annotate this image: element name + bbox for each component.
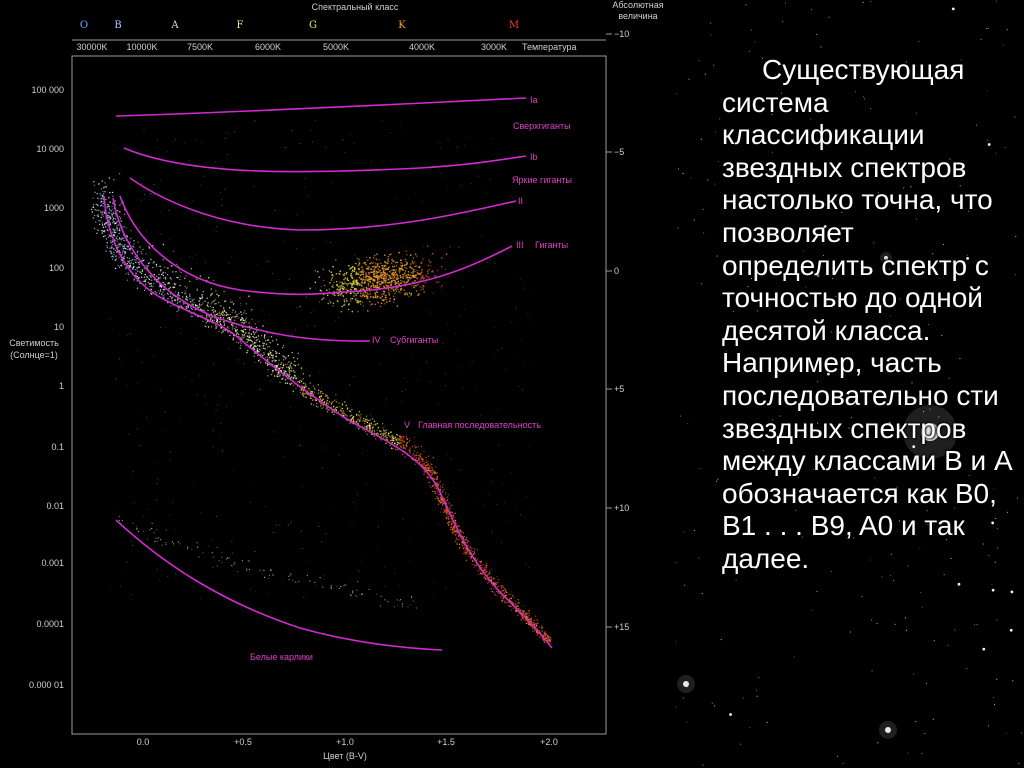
curve-white-dwarfs	[115, 519, 443, 651]
spectral-class-b: B	[114, 20, 121, 31]
abs-mag-tick: −10	[614, 29, 629, 39]
label-subgiants: Субгиганты	[390, 335, 438, 345]
luminosity-label-line2: (Солнце=1)	[10, 350, 58, 360]
diagram-background	[0, 0, 674, 768]
slide-text-block: Существующая система классификации звезд…	[722, 54, 1012, 576]
luminosity-tick: 100 000	[31, 85, 64, 95]
luminosity-tick: 0.1	[51, 442, 64, 452]
plot-frame	[71, 55, 607, 735]
curve-v-main-sequence	[103, 195, 553, 649]
color-tick: +1.5	[437, 737, 455, 747]
temperature-tick: 4000K	[409, 42, 435, 52]
luminosity-tick: 0.000 01	[29, 680, 64, 690]
slide-text: Существующая система классификации звезд…	[722, 54, 1012, 574]
spectral-class-k: K	[398, 20, 406, 31]
temperature-tick: 5000K	[323, 42, 349, 52]
temperature-tick: 6000K	[255, 42, 281, 52]
abs-mag-tick: −5	[614, 147, 624, 157]
label-main-sequence: Главная последовательность	[418, 420, 541, 430]
luminosity-ticks: 100 000 10 000 1000 100 10 1 0.1 0.01 0.…	[29, 85, 64, 690]
sequence-labels: Ia Сверхгиганты Ib Яркие гиганты II III …	[250, 95, 572, 662]
color-tick: +2.0	[540, 737, 558, 747]
label-ia: Ia	[530, 95, 538, 105]
luminosity-tick: 0.0001	[36, 619, 64, 629]
temperature-label: Температура	[522, 42, 577, 52]
abs-mag-tick: +10	[614, 503, 629, 513]
abs-mag-title-line1: Абсолютная	[612, 0, 663, 10]
label-ii: II	[518, 196, 523, 206]
curve-ib-supergiants	[123, 147, 527, 173]
abs-mag-tick: +15	[614, 622, 629, 632]
temperature-tick: 3000K	[481, 42, 507, 52]
abs-mag-title-line2: величина	[618, 11, 657, 21]
luminosity-tick: 1	[59, 381, 64, 391]
label-v: V	[404, 420, 410, 430]
spectral-class-o: O	[80, 20, 88, 31]
color-tick: 0.0	[137, 737, 150, 747]
temperature-tick: 10000K	[126, 42, 157, 52]
color-tick: +1.0	[336, 737, 354, 747]
label-iv: IV	[372, 335, 381, 345]
spectral-class-g: G	[309, 20, 317, 31]
abs-mag-tick: 0	[614, 266, 619, 276]
curve-ia-supergiants	[115, 97, 527, 117]
luminosity-tick: 0.01	[46, 501, 64, 511]
spectral-class-a: A	[170, 20, 179, 31]
color-tick: +0.5	[234, 737, 252, 747]
spectral-class-title: Спектральный класс	[312, 2, 399, 12]
label-giants: Гиганты	[535, 240, 568, 250]
curve-ii-bright-giants	[129, 177, 517, 231]
color-index-ticks: 0.0 +0.5 +1.0 +1.5 +2.0	[137, 737, 558, 747]
abs-mag-ticks: −10 −5 0 +5 +10 +15	[606, 29, 629, 632]
label-white-dwarfs: Белые карлики	[250, 652, 313, 662]
luminosity-tick: 10	[54, 322, 64, 332]
abs-mag-tick: +5	[614, 384, 624, 394]
label-ib: Ib	[530, 152, 538, 162]
luminosity-tick: 0.001	[41, 558, 64, 568]
label-bright-giants: Яркие гиганты	[512, 175, 572, 185]
spectral-class-labels: O B A F G K M	[80, 20, 519, 31]
spectral-class-f: F	[237, 20, 244, 31]
temperature-tick: 30000K	[76, 42, 107, 52]
luminosity-class-curves	[103, 97, 553, 651]
luminosity-tick: 100	[49, 263, 64, 273]
luminosity-label-line1: Светимость	[9, 338, 59, 348]
luminosity-tick: 1000	[44, 203, 64, 213]
luminosity-tick: 10 000	[36, 144, 64, 154]
temperature-ticks: 30000K 10000K 7500K 6000K 5000K 4000K 30…	[76, 42, 576, 52]
label-supergiants: Сверхгиганты	[513, 121, 571, 131]
curve-iii-giants	[119, 195, 513, 296]
curve-iv-subgiants	[112, 197, 371, 342]
spectral-class-m: M	[509, 20, 519, 31]
label-iii: III	[516, 240, 524, 250]
temperature-tick: 7500K	[187, 42, 213, 52]
color-index-label: Цвет (B-V)	[323, 751, 367, 761]
